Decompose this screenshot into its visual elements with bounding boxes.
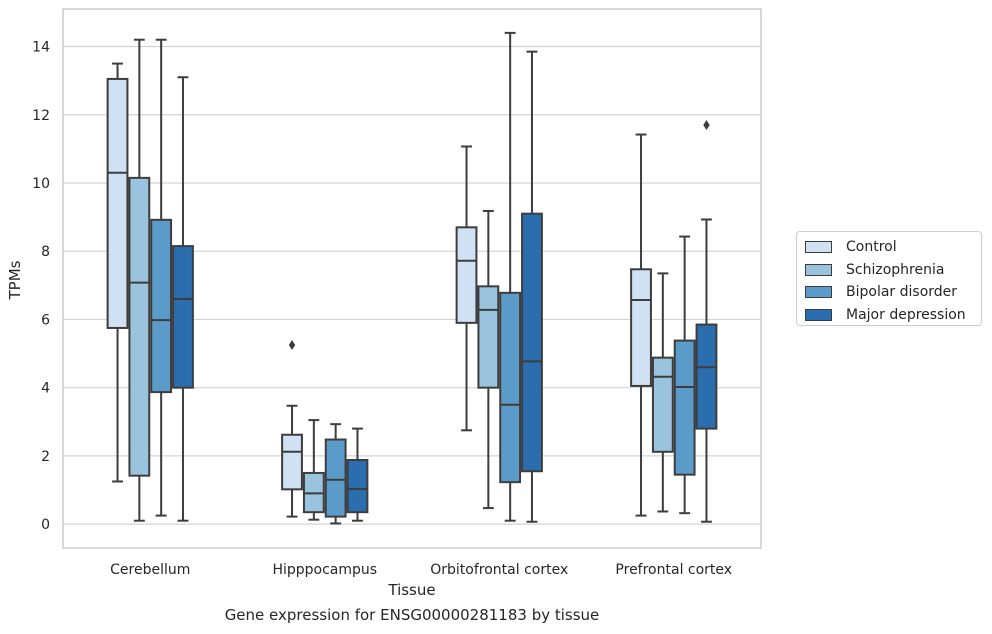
legend-swatch-major-depression [805, 308, 832, 321]
legend-label-bipolar-disorder: Bipolar disorder [846, 284, 958, 301]
box-control-3 [630, 133, 652, 517]
outlier-point [703, 119, 710, 130]
box-body [281, 433, 303, 491]
box-bipolar-disorder-1 [324, 423, 347, 525]
legend: Control Schizophrenia Bipolar disorder M… [796, 231, 982, 326]
box-body [150, 218, 173, 394]
box-control-0 [106, 62, 129, 483]
legend-label-control: Control [846, 239, 897, 256]
box-bipolar-disorder-0 [150, 38, 173, 517]
x-tick-label: Orbitofrontal cortex [430, 562, 568, 578]
outlier-point [288, 340, 296, 351]
box-major-depression-1 [346, 427, 369, 522]
legend-item-major-depression: Major depression [805, 304, 981, 327]
box-bipolar-disorder-3 [673, 235, 696, 515]
x-tick-label: Prefrontal cortex [615, 562, 732, 578]
x-tick-labels: Cerebellum Hipppocampus Orbitofrontal cort… [110, 562, 732, 578]
box-plots [106, 31, 718, 525]
box-body [324, 438, 347, 518]
box-schizophrenia-0 [128, 38, 151, 522]
box-body [172, 245, 194, 389]
box-bipolar-disorder-2 [499, 31, 522, 522]
box-body [346, 458, 369, 514]
y-tick-label: 6 [41, 312, 50, 328]
legend-item-control: Control [805, 236, 981, 259]
box-control-2 [455, 145, 478, 432]
x-tick-label: Hipppocampus [272, 562, 377, 578]
box-body [499, 291, 522, 484]
box-schizophrenia-2 [477, 209, 500, 510]
box-body [673, 339, 696, 476]
legend-swatch-bipolar-disorder [805, 286, 832, 299]
box-body [630, 268, 652, 387]
box-body [695, 323, 718, 430]
box-major-depression-3 [695, 119, 718, 523]
y-tick-label: 4 [41, 381, 50, 397]
box-body [477, 285, 500, 389]
x-axis-label: Tissue [387, 581, 435, 599]
y-tick-label: 14 [32, 40, 50, 56]
box-body [106, 77, 129, 329]
y-tick-labels: 0 2 4 6 8 10 12 14 [32, 40, 50, 534]
legend-swatch-control [805, 241, 832, 254]
chart-caption: Gene expression for ENSG00000281183 by t… [224, 606, 600, 624]
legend-item-schizophrenia: Schizophrenia [805, 259, 981, 282]
y-tick-label: 2 [41, 449, 50, 465]
box-schizophrenia-3 [651, 272, 674, 513]
box-control-1 [281, 340, 303, 518]
legend-label-schizophrenia: Schizophrenia [846, 261, 945, 278]
box-body [455, 226, 478, 324]
box-major-depression-2 [521, 50, 543, 523]
legend-item-bipolar-disorder: Bipolar disorder [805, 281, 981, 304]
legend-label-major-depression: Major depression [846, 306, 966, 323]
y-tick-label: 12 [32, 108, 50, 124]
box-body [651, 356, 674, 453]
box-major-depression-0 [172, 76, 194, 522]
box-body [521, 212, 543, 473]
plot-area [62, 8, 762, 549]
y-tick-label: 10 [32, 176, 50, 192]
x-tick-label: Cerebellum [110, 562, 190, 578]
legend-swatch-schizophrenia [805, 263, 832, 276]
y-axis-label: TPMs [6, 260, 24, 300]
box-schizophrenia-1 [302, 419, 325, 521]
y-tick-label: 0 [41, 517, 50, 533]
y-tick-label: 8 [41, 244, 50, 260]
box-body [128, 176, 151, 477]
